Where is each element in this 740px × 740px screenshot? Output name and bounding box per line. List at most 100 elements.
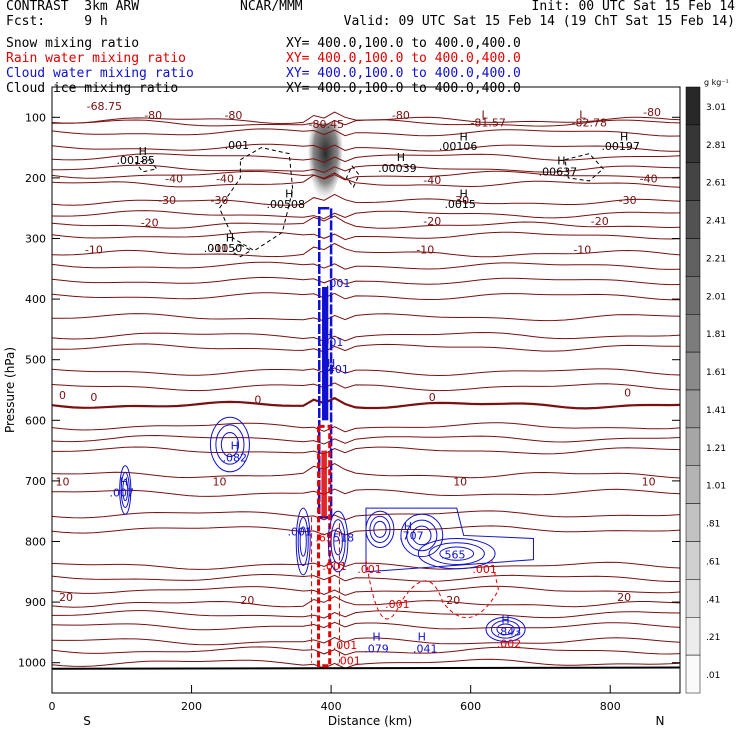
contour-label: .001 [385,598,410,611]
contour-label: H [372,630,380,643]
temperature-contour [51,261,681,270]
contour-label: .00197 [601,140,640,153]
contour-label: 20 [617,591,631,604]
contour-label: 10 [453,476,467,489]
contour-label: 0 [429,391,436,404]
y-axis-title: Pressure (hPa) [3,347,17,433]
contour-label: .001 [319,336,344,349]
cloud-water-contour [400,513,444,558]
x-end-label-north: N [656,714,665,728]
rain-contour [311,517,340,663]
contour-label: .00106 [439,140,478,153]
legend-snow-name: Snow mixing ratio [6,36,140,51]
cloud-water-contour [119,465,132,515]
colorbar-label: 1.01 [706,482,726,492]
contour-label: 20 [446,594,460,607]
contour-label: .001 [287,525,312,538]
temperature-contour [51,646,681,656]
y-tick-label: 500 [25,354,46,367]
snow-contour [345,165,360,188]
contour-label: 0 [254,393,261,406]
header-center-title: NCAR/MMM [240,0,303,14]
contour-label: H [460,130,468,143]
temperature-contour [51,343,680,353]
x-tick-label: 400 [321,700,342,713]
temperature-contour [52,446,681,455]
contour-label: -80 [224,109,242,122]
temperature-contour [51,396,681,410]
contour-label: -80.45 [308,118,343,131]
cloud-water-contour [220,432,240,458]
temperature-contour [51,231,681,241]
temperature-contour [51,119,681,127]
colorbar-segment [685,579,701,618]
colorbar-label: 1.81 [706,330,726,340]
colorbar-label: 1.21 [706,444,726,454]
colorbar-label: .41 [706,595,720,605]
rain-contour [365,559,500,620]
contour-label: H [231,439,239,452]
x-end-label-south: S [83,714,91,728]
cloud-water-contour [215,424,245,465]
contour-label: H [226,232,234,245]
temperature-contour [51,276,681,286]
cloud-water-contour [330,519,346,564]
cloud-water-contour [439,546,475,561]
temperature-contour [51,658,681,669]
contour-label: L [482,109,489,122]
contour-label: -40 [640,173,658,186]
contour-label: 10 [642,476,656,489]
temperature-contour [51,463,681,479]
header-valid-time: Valid: 09 UTC Sat 15 Feb 14 (19 ChT Sat … [343,14,735,29]
contour-label: H [139,145,147,158]
contour-label: .00039 [378,162,417,175]
temperature-contour [51,215,681,229]
contour-label: -30 [158,194,176,207]
x-axis-title: Distance (km) [328,714,412,728]
legend-rain-name: Rain water mixing ratio [6,51,187,66]
temperature-contour [51,193,681,206]
contour-label: -10 [573,244,591,257]
temperature-contour [51,210,681,220]
temperature-contour [51,574,680,582]
contour-label: .65 [315,532,333,545]
contour-label: -81.57 [470,116,505,129]
x-tick-label: 600 [460,700,481,713]
contour-label: 0 [59,389,66,402]
cloud-water-contour [365,507,534,573]
colorbar-segment [685,276,701,315]
y-tick-label: 600 [25,414,46,427]
temperature-contour [51,153,681,163]
cloud-water-contour [120,472,130,508]
y-tick-label: 700 [25,475,46,488]
temperature-contour [51,637,681,646]
contour-label: .001 [336,655,361,668]
colorbar-unit: g kg⁻¹ [704,78,729,87]
contour-label: H [460,187,468,200]
contour-label: .001 [357,563,382,576]
contour-label: .00185 [116,154,155,167]
contour-label: H [120,476,128,489]
temperature-contour [51,434,681,445]
cloud-water-contour [369,515,391,543]
contour-label: -20 [423,215,441,228]
temperature-contour [52,164,681,173]
colorbar-label: .01 [706,671,720,681]
cloud-water-contour [485,616,526,642]
legend-cloud-name: Cloud water mixing ratio [6,66,194,81]
colorbar-segment [685,389,701,429]
colorbar-segment [685,86,701,126]
legend-snow-xy: XY= 400.0,100.0 to 400.0,400.0 [286,36,521,51]
colorbar-label: 2.21 [706,254,726,264]
colorbar-segment [685,351,701,391]
contour-label: H [557,155,565,168]
contour-label: .041 [413,642,438,655]
temperature-contour [51,382,681,392]
temperature-contour [51,143,680,152]
colorbar-label: .81 [706,520,720,530]
cloud-water-contour [428,542,485,566]
legend-rain-xy: XY= 400.0,100.0 to 400.0,400.0 [286,51,521,66]
legend-ice-xy: XY= 400.0,100.0 to 400.0,400.0 [286,81,521,96]
contour-label: H [620,130,628,143]
